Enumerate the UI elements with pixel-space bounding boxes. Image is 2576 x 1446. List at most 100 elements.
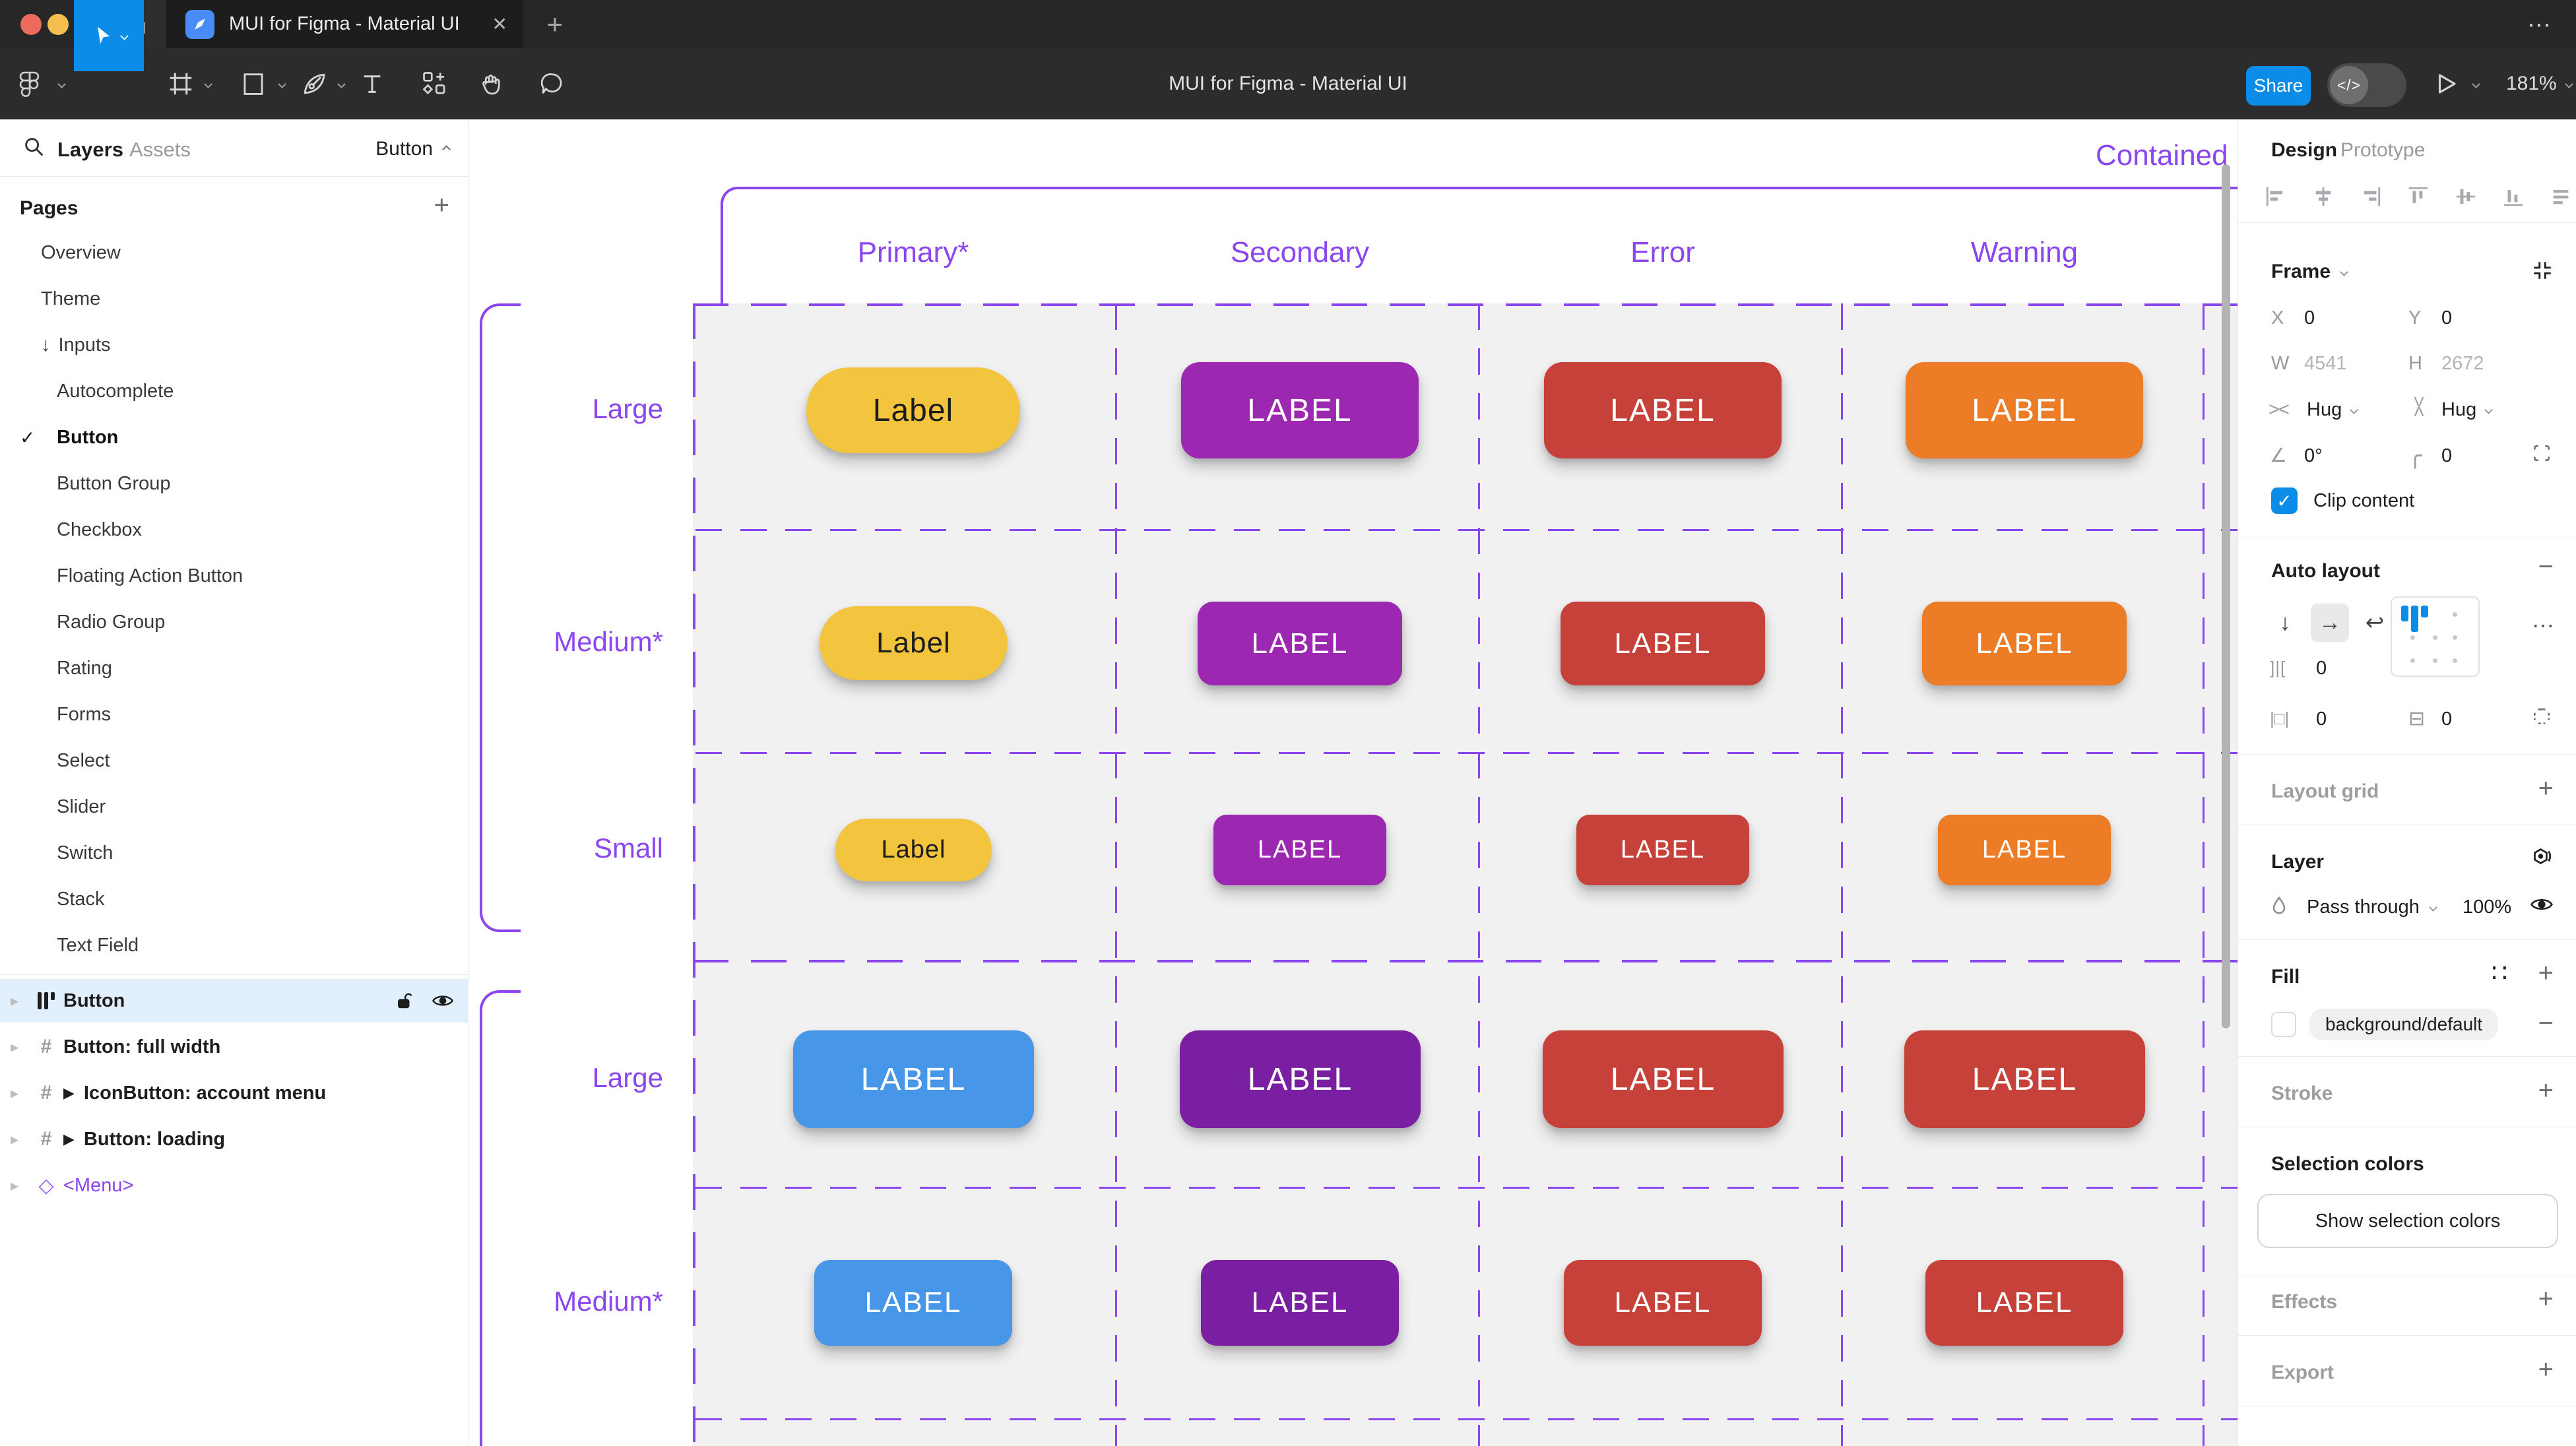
button-medium-contained-warning[interactable]: LABEL — [1925, 1260, 2123, 1346]
distribute-menu-button[interactable] — [2550, 185, 2576, 208]
window-close-button[interactable] — [20, 14, 42, 35]
titlebar-more-icon[interactable]: ⋯ — [2527, 10, 2554, 38]
layer-row-button-loading[interactable]: ▸ # ▶ Button: loading — [0, 1117, 468, 1161]
pen-tool-button[interactable] — [294, 48, 334, 119]
button-medium-contained-primary[interactable]: LABEL — [814, 1260, 1012, 1346]
button-medium-primary[interactable]: Label — [820, 606, 1008, 680]
page-item-rating[interactable]: Rating — [57, 657, 112, 679]
button-large-secondary[interactable]: LABEL — [1181, 362, 1419, 458]
show-selection-colors-button[interactable]: Show selection colors — [2257, 1194, 2558, 1248]
page-item-inputs[interactable]: ↓ Inputs — [41, 334, 111, 356]
disclosure-icon[interactable]: ▸ — [10, 991, 19, 1010]
page-item-autocomplete[interactable]: Autocomplete — [57, 380, 174, 402]
unlock-icon[interactable] — [395, 991, 414, 1011]
clip-content-row[interactable]: ✓ Clip content — [2271, 487, 2414, 514]
remove-fill-button[interactable]: − — [2538, 1009, 2554, 1038]
horizontal-sizing-dropdown[interactable]: Hug — [2307, 399, 2359, 421]
button-large-error[interactable]: LABEL — [1544, 362, 1782, 458]
tab-layers[interactable]: Layers — [57, 138, 123, 161]
layer-row-button-full-width[interactable]: ▸ # Button: full width — [0, 1025, 468, 1069]
canvas-scrollbar[interactable] — [2222, 164, 2230, 1028]
apply-variable-icon[interactable] — [2530, 846, 2554, 870]
page-item-select[interactable]: Select — [57, 749, 110, 771]
disclosure-icon[interactable]: ▸ — [10, 1038, 19, 1056]
align-vertical-center-icon[interactable] — [2455, 185, 2477, 208]
text-tool-button[interactable] — [352, 48, 392, 119]
alignment-widget[interactable] — [2391, 596, 2480, 677]
page-item-theme[interactable]: Theme — [41, 288, 101, 309]
button-small-primary[interactable]: Label — [835, 819, 992, 881]
visibility-eye-icon[interactable] — [432, 992, 454, 1009]
layer-row-button[interactable]: ▸ Button — [0, 979, 468, 1022]
main-menu-button[interactable] — [9, 48, 50, 119]
direction-horizontal-button[interactable]: → — [2311, 604, 2349, 642]
vertical-padding-value[interactable]: 0 — [2441, 708, 2453, 730]
button-large-contained-warning[interactable]: LABEL — [1904, 1030, 2145, 1128]
shape-tool-button[interactable] — [235, 48, 272, 119]
page-item-floating-action-button[interactable]: Floating Action Button — [57, 565, 243, 586]
fill-styles-icon[interactable]: ∷ — [2491, 960, 2507, 988]
add-page-button[interactable]: + — [434, 191, 449, 220]
align-top-icon[interactable] — [2407, 185, 2430, 208]
move-tool-button[interactable] — [74, 0, 144, 71]
button-medium-warning[interactable]: LABEL — [1922, 602, 2127, 685]
add-layout-grid-button[interactable]: + — [2538, 774, 2554, 803]
corner-radius-value[interactable]: 0 — [2441, 445, 2453, 466]
button-medium-error[interactable]: LABEL — [1561, 602, 1765, 685]
window-minimize-button[interactable] — [48, 14, 69, 35]
align-bottom-icon[interactable] — [2502, 185, 2525, 208]
button-large-contained-error[interactable]: LABEL — [1543, 1030, 1784, 1128]
align-horizontal-center-icon[interactable] — [2312, 185, 2334, 208]
horizontal-padding-value[interactable]: 0 — [2316, 708, 2327, 730]
present-options-chevron-icon[interactable] — [2472, 79, 2480, 88]
page-item-stack[interactable]: Stack — [57, 888, 105, 910]
canvas-viewport[interactable]: Contained Primary* Secondary Error Warni… — [468, 119, 2238, 1446]
button-large-contained-primary[interactable]: LABEL — [793, 1030, 1034, 1128]
direction-vertical-button[interactable]: ↓ — [2279, 610, 2291, 635]
zoom-menu-button[interactable]: 181% — [2506, 48, 2573, 119]
page-item-slider[interactable]: Slider — [57, 796, 106, 817]
fill-row[interactable]: background/default — [2271, 1009, 2499, 1040]
page-item-button[interactable]: ✓ Button — [20, 426, 119, 448]
button-small-secondary[interactable]: LABEL — [1213, 815, 1386, 885]
page-item-forms[interactable]: Forms — [57, 703, 112, 725]
frame-tool-chevron-icon[interactable] — [198, 48, 218, 119]
pen-tool-chevron-icon[interactable] — [331, 48, 351, 119]
rotation-value[interactable]: 0° — [2304, 445, 2323, 466]
width-value[interactable]: 4541 — [2304, 353, 2347, 374]
page-item-checkbox[interactable]: Checkbox — [57, 519, 142, 540]
align-right-icon[interactable] — [2360, 185, 2382, 208]
add-fill-button[interactable]: + — [2538, 959, 2554, 988]
layer-row-menu-instance[interactable]: ▸ ◇ <Menu> — [0, 1164, 468, 1207]
fill-token-chip[interactable]: background/default — [2309, 1009, 2499, 1040]
fill-color-swatch[interactable] — [2271, 1012, 2296, 1037]
page-item-radio-group[interactable]: Radio Group — [57, 611, 166, 633]
tab-design[interactable]: Design — [2271, 139, 2338, 161]
layer-row-iconbutton-account-menu[interactable]: ▸ # ▶ IconButton: account menu — [0, 1071, 468, 1115]
align-left-icon[interactable] — [2265, 185, 2287, 208]
button-large-contained-secondary[interactable]: LABEL — [1180, 1030, 1421, 1128]
collapse-frame-icon[interactable] — [2531, 259, 2554, 282]
button-medium-contained-secondary[interactable]: LABEL — [1201, 1260, 1399, 1346]
button-large-warning[interactable]: LABEL — [1906, 362, 2143, 458]
x-value[interactable]: 0 — [2304, 307, 2315, 329]
main-menu-chevron-icon[interactable] — [50, 48, 73, 119]
comment-tool-button[interactable] — [532, 48, 573, 119]
page-selector[interactable]: Button — [375, 138, 451, 160]
dev-mode-toggle[interactable]: </> — [2327, 63, 2406, 107]
search-icon[interactable] — [22, 135, 46, 159]
frame-title-contained[interactable]: Contained — [2096, 139, 2228, 172]
button-small-warning[interactable]: LABEL — [1938, 815, 2111, 885]
page-item-text-field[interactable]: Text Field — [57, 934, 139, 956]
y-value[interactable]: 0 — [2441, 307, 2453, 329]
share-button[interactable]: Share — [2246, 66, 2311, 106]
clip-content-checkbox[interactable]: ✓ — [2271, 487, 2298, 514]
new-tab-button[interactable]: + — [546, 8, 564, 40]
tab-close-icon[interactable]: ✕ — [492, 14, 507, 34]
frame-tool-button[interactable] — [162, 48, 199, 119]
layer-opacity-value[interactable]: 100% — [2463, 896, 2512, 918]
add-export-button[interactable]: + — [2538, 1355, 2554, 1384]
layer-visibility-eye-icon[interactable] — [2530, 895, 2554, 914]
individual-padding-icon[interactable] — [2531, 706, 2552, 727]
hand-tool-button[interactable] — [471, 48, 512, 119]
